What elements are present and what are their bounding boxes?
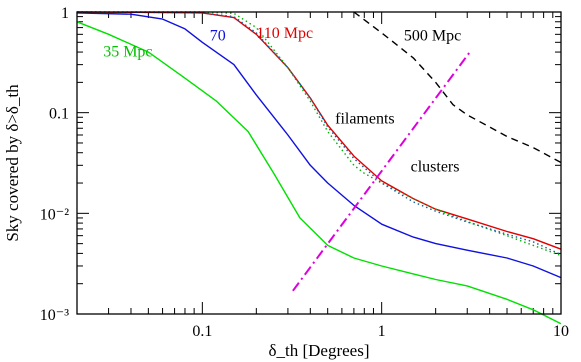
y-tick-label: 10⁻³: [40, 307, 69, 324]
annotation-label: 110 Mpc: [256, 25, 313, 42]
plot-frame: [76, 11, 562, 315]
annotation-label: clusters: [411, 159, 460, 176]
annotation-label: filaments: [335, 111, 395, 128]
y-tick-label: 0.1: [49, 106, 69, 123]
series-lines: [76, 11, 562, 325]
annotation-label: 35 Mpc: [103, 44, 152, 61]
series-line-5: [353, 11, 562, 164]
y-tick-label: 1: [61, 5, 69, 22]
series-line-1: [76, 12, 562, 279]
series-line-2: [76, 11, 562, 250]
tick-labels: 0.1 1 10 1 0.1 10⁻² 10⁻³: [40, 5, 569, 340]
annotation-label: 500 Mpc: [404, 28, 461, 45]
y-tick-label: 10⁻²: [40, 206, 69, 223]
y-axis-label: Sky covered by δ>δ_th: [3, 84, 22, 242]
x-tick-label: 1: [378, 323, 386, 340]
x-tick-label: 0.1: [192, 323, 212, 340]
x-tick-label: 10: [553, 323, 569, 340]
annotation-label: 70: [210, 28, 226, 45]
series-line-6: [292, 51, 471, 292]
series-line-0: [76, 21, 562, 325]
annotations: 35 Mpc 70 110 Mpc 500 Mpc filaments clusters: [103, 25, 461, 175]
x-axis-label: δ_th [Degrees]: [269, 341, 370, 360]
